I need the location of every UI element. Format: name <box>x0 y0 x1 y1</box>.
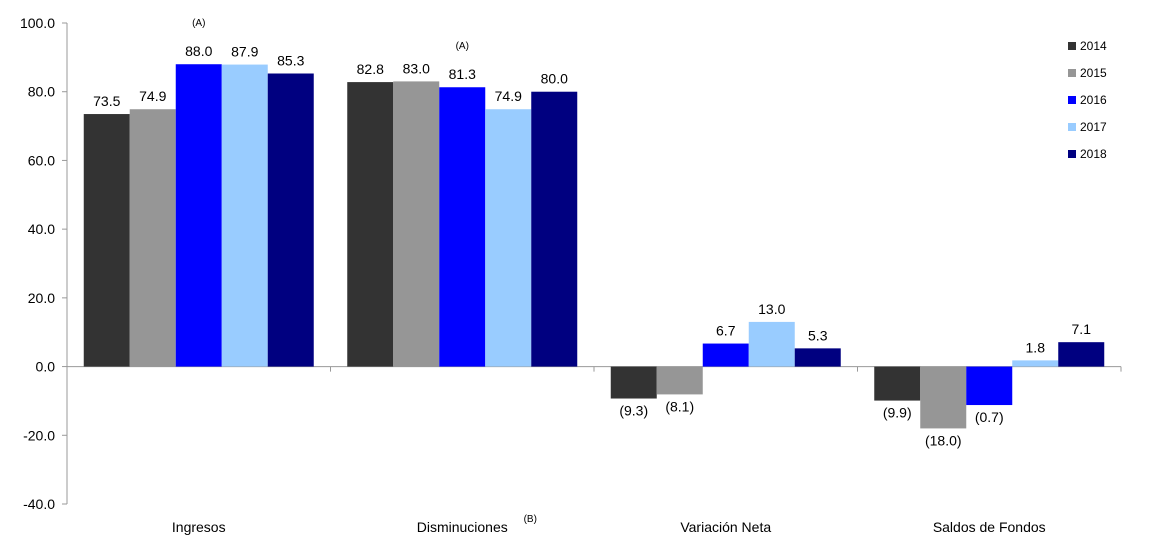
bar-saldos-de-fondos-2017 <box>1012 360 1059 367</box>
bar-variacion-neta-2014 <box>610 366 657 399</box>
data-label-disminuciones-2015: 83.0 <box>403 60 430 76</box>
y-tick-label: -40.0 <box>23 496 55 512</box>
bar-saldos-de-fondos-2015 <box>920 366 967 429</box>
y-tick-label: 60.0 <box>28 152 55 168</box>
bar-variacion-neta-2017 <box>748 321 795 367</box>
y-axis: 100.0 80.0 60.0 40.0 20.0 0.0 -20.0 -40.0 <box>20 15 68 512</box>
data-label-variacion-neta-2015: (8.1) <box>665 398 694 414</box>
bar-ingresos-2018 <box>267 73 314 367</box>
data-label-saldos-de-fondos-2015: (18.0) <box>925 432 962 448</box>
data-label-disminuciones-2018: 80.0 <box>541 71 568 87</box>
bar-disminuciones-2016 <box>439 87 486 367</box>
y-tick-label: 20.0 <box>28 290 55 306</box>
bar-saldos-de-fondos-2018 <box>1058 342 1105 367</box>
bar-variacion-neta-2018 <box>794 348 841 367</box>
bar-ingresos-2017 <box>221 64 268 367</box>
bar-disminuciones-2017 <box>485 109 532 367</box>
legend-swatch-2018 <box>1068 150 1076 158</box>
legend-label-2015: 2015 <box>1080 66 1107 80</box>
y-tick-label: 80.0 <box>28 84 55 100</box>
data-label-ingresos-2014: 73.5 <box>93 93 120 109</box>
data-label-ingresos-2015: 74.9 <box>139 88 166 104</box>
y-tick-label: 0.0 <box>36 359 56 375</box>
data-label-saldos-de-fondos-2014: (9.9) <box>883 405 912 421</box>
annotation-note: (B) <box>524 514 537 525</box>
data-label-disminuciones-2017: 74.9 <box>495 88 522 104</box>
annotations: (A) (A) (B) <box>192 18 537 525</box>
y-tick-label: 40.0 <box>28 221 55 237</box>
legend-label-2016: 2016 <box>1080 93 1107 107</box>
category-label-variacion-neta: Variación Neta <box>680 519 771 535</box>
category-label-ingresos: Ingresos <box>172 519 226 535</box>
annotation-note: (A) <box>456 41 469 52</box>
legend-label-2014: 2014 <box>1080 39 1107 53</box>
legend-label-2018: 2018 <box>1080 147 1107 161</box>
y-tick-label: 100.0 <box>20 15 55 31</box>
data-labels: 73.5 74.9 88.0 87.9 85.3 82.8 83.0 81.3 74.9 80.0… <box>93 43 1091 448</box>
data-label-variacion-neta-2014: (9.3) <box>619 403 648 419</box>
bar-disminuciones-2014 <box>347 82 394 367</box>
bar-variacion-neta-2015 <box>656 366 703 395</box>
bar-ingresos-2015 <box>129 109 176 367</box>
legend-swatch-2016 <box>1068 96 1076 104</box>
data-label-disminuciones-2014: 82.8 <box>357 61 384 77</box>
legend-swatch-2014 <box>1068 42 1076 50</box>
legend: 2014 2015 2016 2017 2018 <box>1068 39 1107 161</box>
bar-ingresos-2014 <box>83 114 130 367</box>
bar-disminuciones-2015 <box>393 81 440 367</box>
data-label-ingresos-2017: 87.9 <box>231 44 258 60</box>
bar-variacion-neta-2016 <box>702 343 749 367</box>
legend-swatch-2015 <box>1068 69 1076 77</box>
data-label-disminuciones-2016: 81.3 <box>449 66 476 82</box>
data-label-saldos-de-fondos-2016: (0.7) <box>975 409 1004 425</box>
data-label-variacion-neta-2018: 5.3 <box>808 327 828 343</box>
bar-saldos-de-fondos-2016 <box>966 366 1013 406</box>
data-label-saldos-de-fondos-2018: 7.1 <box>1072 321 1092 337</box>
bar-groups <box>83 64 1105 429</box>
bar-saldos-de-fondos-2014 <box>874 366 921 401</box>
y-tick-label: -20.0 <box>23 427 55 443</box>
legend-swatch-2017 <box>1068 123 1076 131</box>
data-label-variacion-neta-2016: 6.7 <box>716 323 736 339</box>
bar-ingresos-2016 <box>175 64 222 367</box>
legend-label-2017: 2017 <box>1080 120 1107 134</box>
category-label-saldos-de-fondos: Saldos de Fondos <box>933 519 1046 535</box>
data-label-ingresos-2016: 88.0 <box>185 43 212 59</box>
annotation-note: (A) <box>192 18 205 29</box>
data-label-ingresos-2018: 85.3 <box>277 53 304 69</box>
data-label-variacion-neta-2017: 13.0 <box>758 301 785 317</box>
category-label-disminuciones: Disminuciones <box>417 519 508 535</box>
data-label-saldos-de-fondos-2017: 1.8 <box>1026 339 1046 355</box>
bar-disminuciones-2018 <box>531 91 578 367</box>
